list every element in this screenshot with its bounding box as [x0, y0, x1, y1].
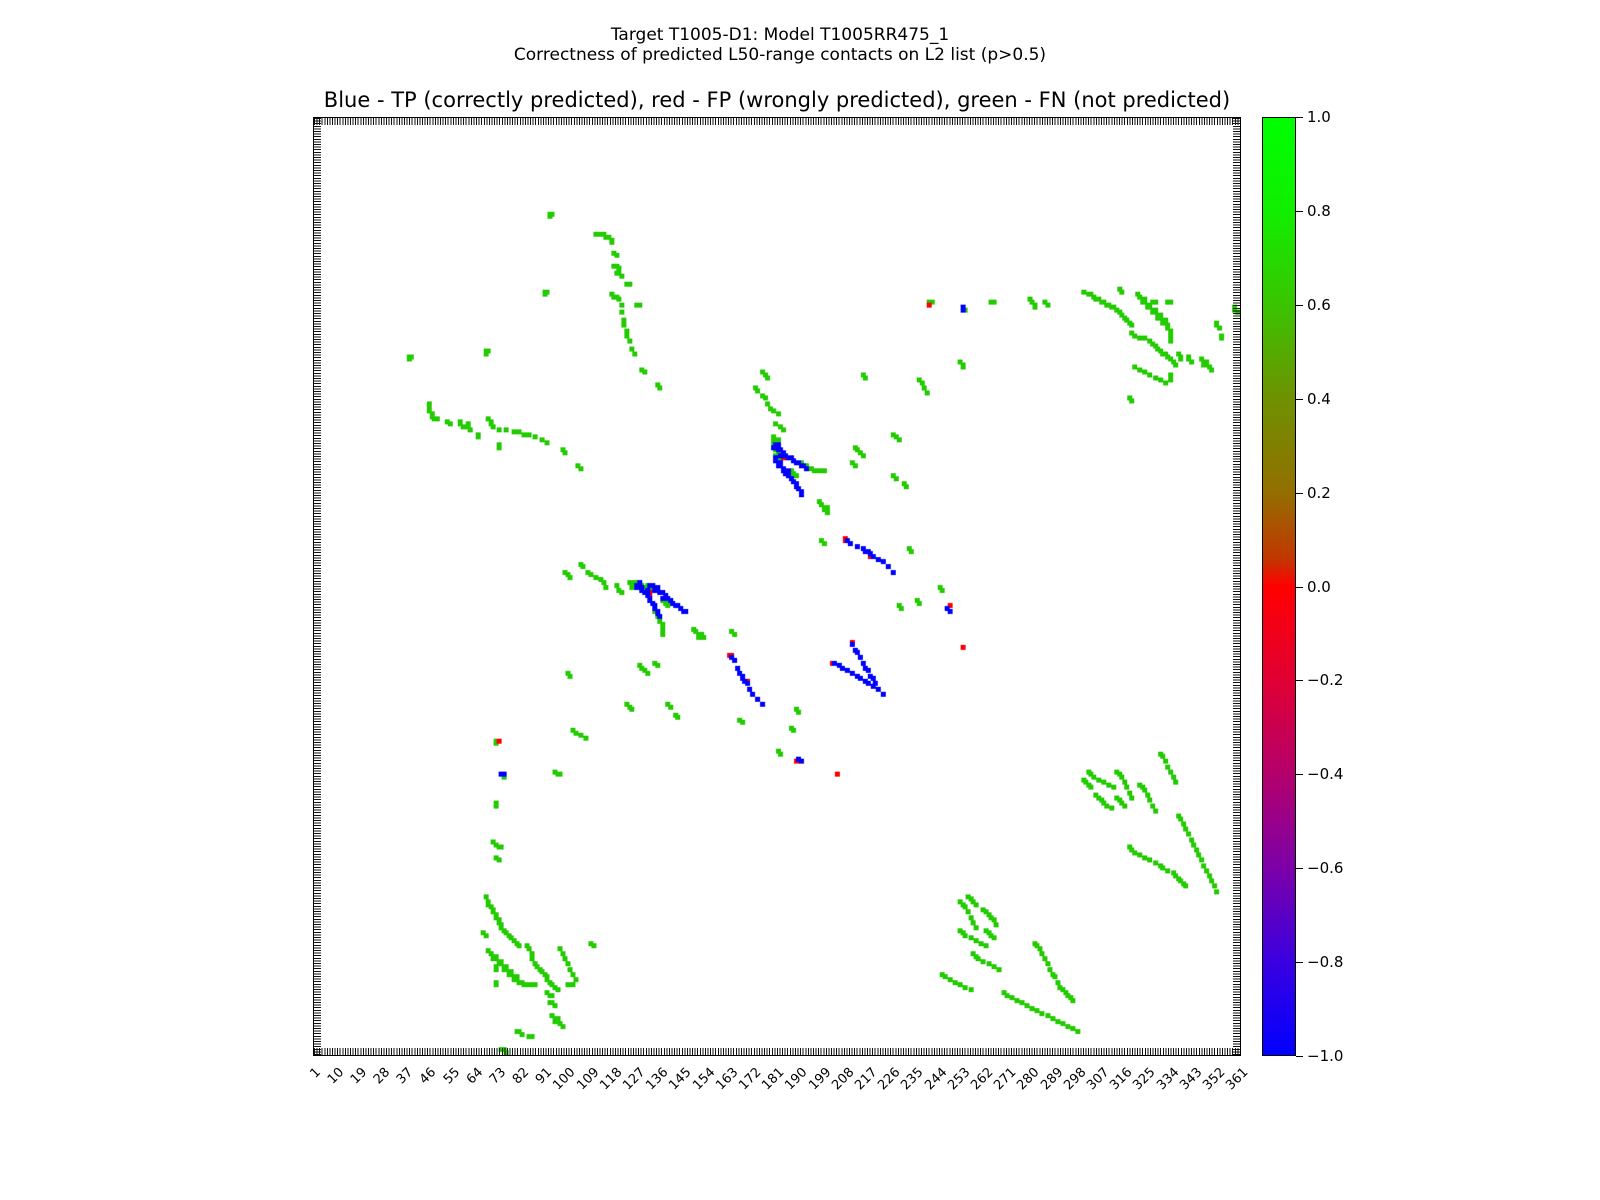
x-tick-label: 190	[782, 1065, 811, 1094]
colorbar-tick-label: 0.8	[1307, 201, 1331, 220]
colorbar-tick-label: −0.8	[1307, 953, 1344, 972]
colorbar-tick-mark	[1296, 1056, 1303, 1057]
x-tick-label: 361	[1223, 1065, 1252, 1094]
colorbar-tick-mark	[1296, 398, 1303, 400]
x-tick-label: 298	[1061, 1065, 1090, 1094]
x-tick-label: 334	[1153, 1065, 1182, 1094]
x-tick-label: 64	[463, 1065, 486, 1088]
colorbar	[1262, 117, 1296, 1056]
colorbar-tick-label: −0.4	[1307, 765, 1344, 784]
colorbar-tick-label: −0.2	[1307, 671, 1344, 690]
x-tick-label: 136	[643, 1065, 672, 1094]
colorbar-tick-mark	[1296, 304, 1303, 306]
x-tick-label: 163	[713, 1065, 742, 1094]
colorbar-tick-label: 0.4	[1307, 389, 1331, 408]
colorbar-tick-mark	[1296, 774, 1303, 776]
x-tick-label: 325	[1130, 1065, 1159, 1094]
contact-map-markers	[314, 118, 1240, 1055]
x-tick-label: 109	[573, 1065, 602, 1094]
colorbar-tick-mark	[1296, 868, 1303, 870]
x-tick-label: 289	[1037, 1065, 1066, 1094]
x-tick-label: 307	[1084, 1065, 1113, 1094]
x-tick-label: 343	[1177, 1065, 1206, 1094]
plot-legend-title: Blue - TP (correctly predicted), red - F…	[323, 88, 1231, 112]
x-tick-label: 55	[440, 1065, 463, 1088]
x-tick-label: 19	[347, 1065, 370, 1088]
figure-suptitle-line-2: Correctness of predicted L50-range conta…	[513, 45, 1047, 65]
x-tick-label: 271	[991, 1065, 1020, 1094]
x-tick-label: 100	[550, 1065, 579, 1094]
x-tick-label: 352	[1200, 1065, 1229, 1094]
x-tick-label: 46	[417, 1065, 440, 1088]
x-tick-label: 253	[945, 1065, 974, 1094]
x-tick-label: 262	[968, 1065, 997, 1094]
colorbar-tick-mark	[1296, 586, 1303, 588]
x-tick-label: 73	[486, 1065, 510, 1088]
colorbar-tick-label: 0.0	[1307, 577, 1331, 596]
colorbar-tick-mark	[1296, 492, 1303, 494]
x-tick-label: 244	[921, 1065, 950, 1094]
x-tick-label: 28	[370, 1065, 394, 1088]
contact-map-plot-area[interactable]	[313, 117, 1241, 1056]
x-tick-label: 82	[510, 1065, 533, 1088]
x-tick-label: 316	[1107, 1065, 1136, 1094]
colorbar-tick-label: 1.0	[1307, 108, 1331, 126]
colorbar-tick-label: 0.2	[1307, 483, 1331, 502]
x-tick-label: 118	[597, 1065, 626, 1094]
x-tick-label: 145	[666, 1065, 695, 1094]
colorbar-tick-mark	[1296, 210, 1303, 212]
x-tick-label: 154	[689, 1065, 718, 1094]
x-tick-label: 172	[736, 1065, 765, 1094]
x-tick-label: 37	[394, 1065, 417, 1088]
colorbar-tick-mark	[1296, 117, 1303, 118]
colorbar-tick-label: 0.6	[1307, 295, 1331, 314]
colorbar-tick-label: −0.6	[1307, 859, 1344, 878]
x-tick-label: 208	[829, 1065, 858, 1094]
x-tick-label: 235	[898, 1065, 927, 1094]
figure-suptitle-line-1: Target T1005-D1: Model T1005RR475_1	[610, 25, 950, 45]
x-tick-label: 199	[805, 1065, 834, 1094]
x-tick-label: 127	[620, 1065, 649, 1094]
colorbar-tick-label: −1.0	[1307, 1047, 1344, 1065]
colorbar-tick-mark	[1296, 680, 1303, 682]
x-tick-label: 280	[1014, 1065, 1043, 1094]
colorbar-tick-mark	[1296, 962, 1303, 964]
x-tick-label: 217	[852, 1065, 881, 1094]
x-tick-label: 10	[324, 1065, 347, 1088]
x-tick-label: 1	[307, 1065, 324, 1082]
x-tick-label: 181	[759, 1065, 788, 1094]
x-tick-label: 226	[875, 1065, 904, 1094]
